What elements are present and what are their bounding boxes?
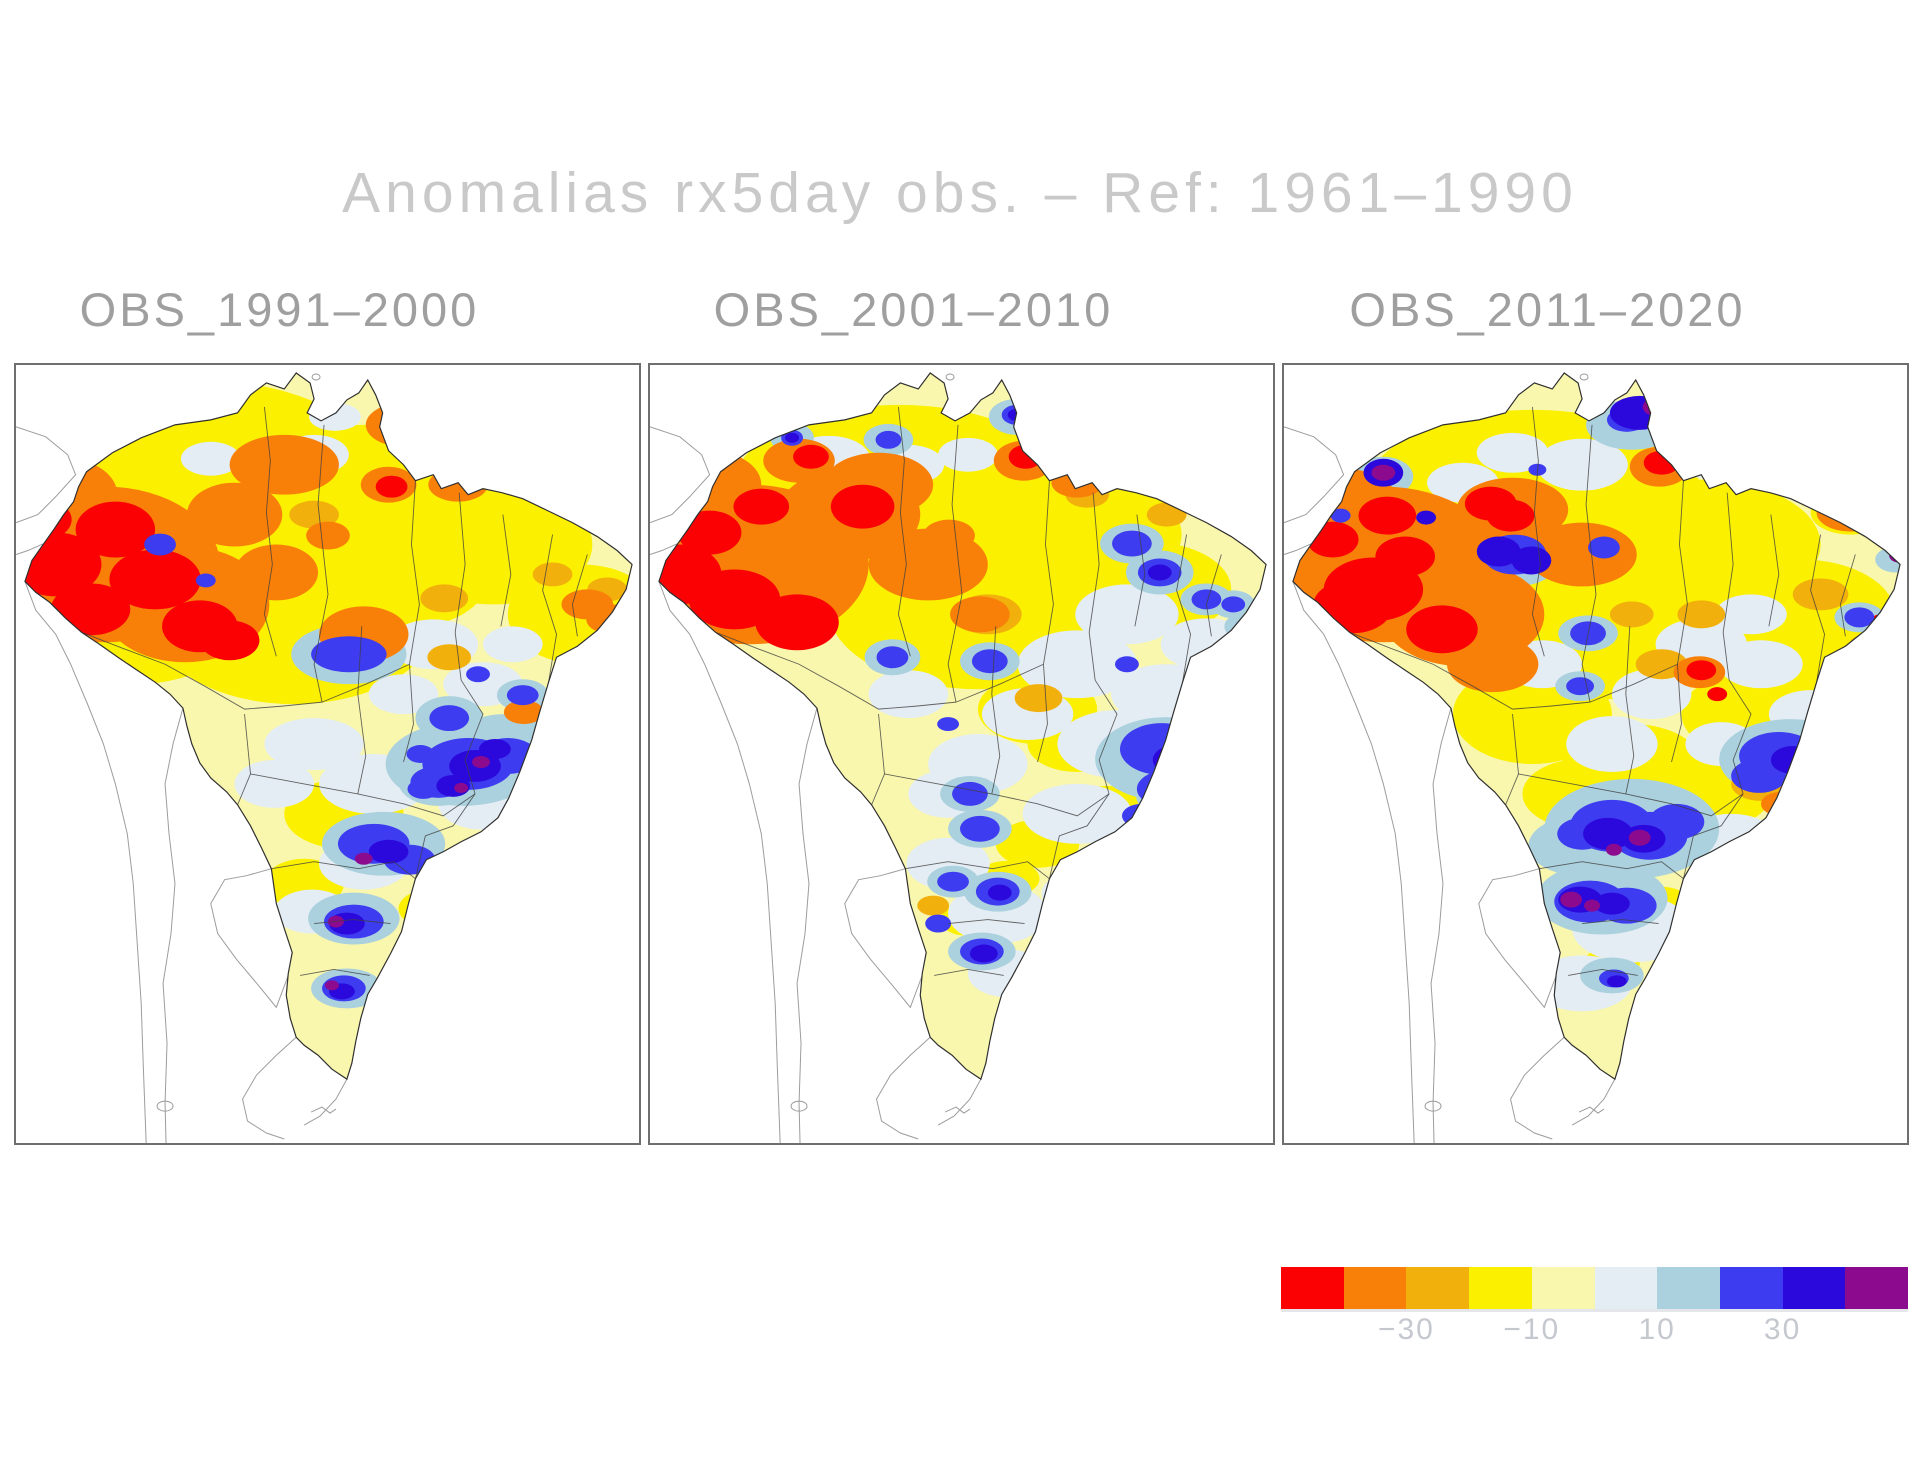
- map-svg: [1284, 372, 1901, 1143]
- map-obs-1991-2000: [14, 363, 641, 1145]
- figure-title: Anomalias rx5day obs. – Ref: 1961–1990: [342, 161, 1578, 225]
- colorbar-tick-label: 30: [1763, 1313, 1802, 1346]
- colorbar-segment-8: [1782, 1267, 1846, 1309]
- panel-obs-2001-2010: OBS_2001–2010: [648, 268, 1275, 1148]
- colorbar-segment-0: [1281, 1267, 1344, 1309]
- map-svg: [650, 372, 1267, 1143]
- colorbar-tick-label: −30: [1377, 1313, 1435, 1346]
- colorbar-segment-4: [1531, 1267, 1595, 1309]
- colorbar-tick-label: −10: [1503, 1313, 1561, 1346]
- colorbar-segment-1: [1343, 1267, 1407, 1309]
- map-obs-2001-2010: [648, 363, 1275, 1145]
- colorbar-ticks: −30 −10 10 30: [1281, 1313, 1908, 1353]
- colorbar-segment-3: [1469, 1267, 1532, 1309]
- colorbar-tick-label: 10: [1638, 1313, 1676, 1346]
- colorbar-segment-6: [1657, 1267, 1720, 1309]
- map-obs-2011-2020: [1282, 363, 1909, 1145]
- colorbar-segment-7: [1719, 1267, 1783, 1309]
- panel-obs-2011-2020: OBS_2011–2020: [1282, 268, 1909, 1148]
- panel-title-2001-2010: OBS_2001–2010: [713, 283, 1114, 336]
- colorbar: [1281, 1267, 1909, 1309]
- map-svg: [16, 372, 633, 1143]
- colorbar-segment-9: [1845, 1267, 1909, 1309]
- panel-title-2011-2020: OBS_2011–2020: [1349, 283, 1746, 336]
- panel-title-1991-2000: OBS_1991–2000: [79, 283, 480, 336]
- panel-obs-1991-2000: OBS_1991–2000: [14, 268, 641, 1148]
- colorbar-segment-5: [1594, 1267, 1658, 1309]
- colorbar-segment-2: [1406, 1267, 1470, 1309]
